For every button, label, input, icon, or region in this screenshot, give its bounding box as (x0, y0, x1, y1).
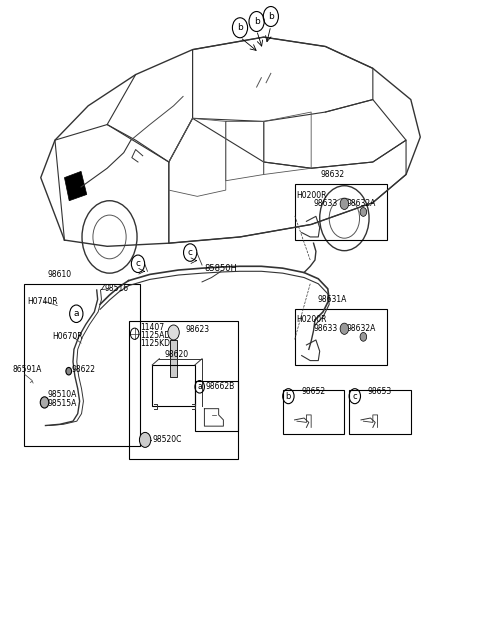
Circle shape (360, 333, 367, 341)
Text: 98520C: 98520C (152, 435, 181, 444)
Text: 98515A: 98515A (48, 399, 77, 408)
Text: c: c (135, 260, 141, 268)
Text: 98510A: 98510A (48, 391, 77, 399)
Text: c: c (188, 248, 192, 257)
Text: 98620: 98620 (164, 350, 188, 359)
Text: 98632: 98632 (321, 171, 345, 180)
Bar (195, 381, 238, 430)
Bar (349, 390, 411, 433)
Text: 98652: 98652 (301, 387, 326, 396)
Polygon shape (64, 171, 87, 201)
Circle shape (139, 432, 151, 447)
Text: b: b (254, 17, 260, 26)
Text: H0670R: H0670R (53, 333, 83, 341)
Circle shape (360, 208, 367, 216)
Text: H0200R: H0200R (296, 191, 326, 200)
Text: 86591A: 86591A (12, 365, 42, 374)
Circle shape (40, 397, 49, 408)
Bar (295, 309, 387, 365)
Text: c: c (352, 392, 357, 401)
Bar (129, 321, 238, 459)
Text: H0200R: H0200R (296, 316, 326, 324)
Text: 98623: 98623 (185, 326, 210, 335)
Circle shape (168, 325, 179, 340)
Text: 98516: 98516 (105, 284, 129, 293)
Text: H0740R: H0740R (27, 297, 58, 306)
Text: 98632A: 98632A (347, 199, 376, 209)
Text: 98622: 98622 (72, 365, 96, 374)
Text: a: a (73, 309, 79, 318)
Text: 98633: 98633 (313, 199, 338, 209)
Text: 1125AD: 1125AD (140, 331, 170, 340)
Text: 98610: 98610 (48, 270, 72, 280)
Text: 98633: 98633 (313, 324, 338, 333)
Text: b: b (268, 12, 274, 21)
Text: 98653: 98653 (367, 387, 391, 396)
Bar (24, 284, 140, 446)
Circle shape (66, 367, 72, 375)
Bar (170, 340, 177, 377)
Bar (152, 365, 195, 406)
Text: a: a (197, 382, 202, 391)
Text: 98632A: 98632A (347, 324, 376, 333)
Bar (283, 390, 344, 433)
Text: 98631A: 98631A (318, 295, 347, 304)
Text: 85850H: 85850H (204, 264, 238, 273)
Text: 1125KD: 1125KD (140, 339, 170, 348)
Circle shape (340, 323, 348, 335)
Text: 11407: 11407 (140, 323, 165, 332)
Circle shape (340, 198, 348, 209)
Text: b: b (237, 23, 243, 32)
Text: b: b (286, 392, 291, 401)
Bar (295, 184, 387, 240)
Text: 98662B: 98662B (205, 382, 235, 391)
